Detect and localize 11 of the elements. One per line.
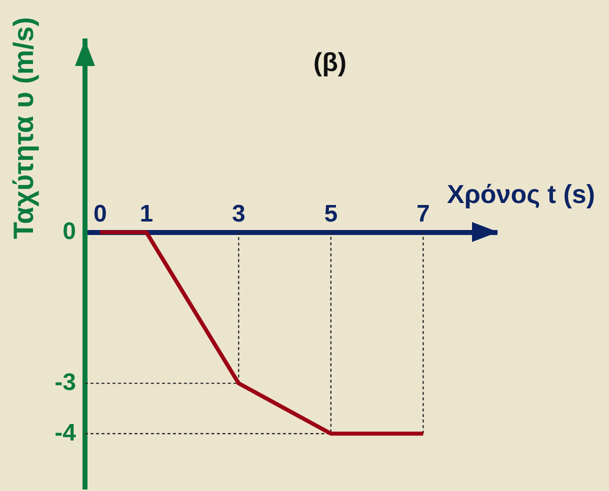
x-tick-label: 5 [324,200,338,228]
y-tick-label: -4 [54,419,77,446]
y-axis-title: Ταχύτητα υ (m/s) [8,17,39,239]
x-axis-title: Χρόνος t (s) [447,179,596,210]
chart-title: (β) [313,47,347,77]
x-tick-label: 1 [140,200,154,228]
x-tick-label: 3 [232,200,246,228]
y-tick-label: -3 [54,368,76,396]
y-tick-label: 0 [62,218,76,245]
x-tick-label: 0 [94,200,107,228]
x-tick-label: 7 [416,200,430,228]
